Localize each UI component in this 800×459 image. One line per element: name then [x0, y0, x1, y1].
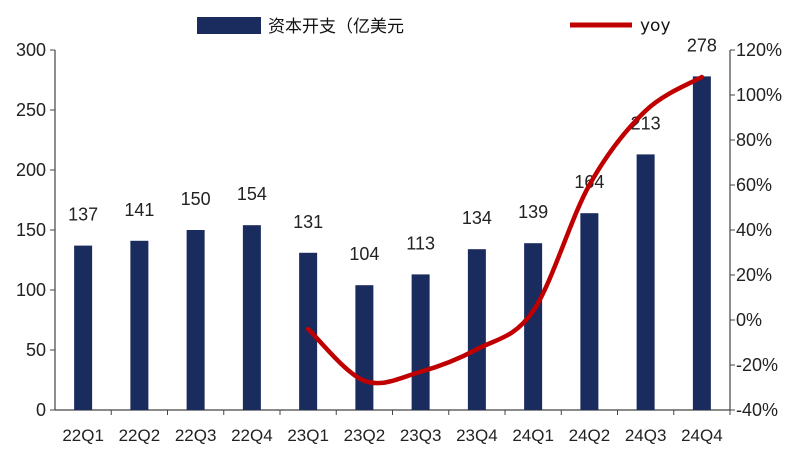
data-label: 141 [124, 200, 154, 220]
category-label: 24Q4 [681, 426, 723, 445]
data-label: 154 [237, 184, 267, 204]
right-tick-label: -20% [736, 355, 778, 375]
category-label: 23Q3 [400, 426, 442, 445]
data-label: 139 [518, 202, 548, 222]
data-label: 104 [349, 244, 379, 264]
yoy-line [305, 74, 705, 386]
right-tick-label: -40% [736, 400, 778, 420]
right-tick-label: 20% [736, 265, 772, 285]
bar-24Q1 [524, 243, 543, 410]
bar-22Q1 [74, 245, 93, 410]
bar-24Q2 [580, 213, 599, 410]
category-label: 24Q2 [569, 426, 611, 445]
bar-23Q2 [355, 285, 374, 410]
category-label: 22Q1 [62, 426, 104, 445]
bar-24Q3 [636, 154, 655, 410]
category-label: 23Q1 [287, 426, 329, 445]
left-tick-label: 200 [16, 160, 46, 180]
bar-22Q2 [130, 240, 149, 410]
left-tick-label: 250 [16, 100, 46, 120]
legend-label-yoy: yoy [640, 16, 671, 36]
data-label: 150 [181, 189, 211, 209]
data-label: 131 [293, 212, 323, 232]
right-tick-label: 60% [736, 175, 772, 195]
category-label: 23Q2 [344, 426, 386, 445]
left-tick-label: 0 [36, 400, 46, 420]
left-tick-label: 300 [16, 40, 46, 60]
category-label: 23Q4 [456, 426, 498, 445]
data-label: 113 [406, 233, 435, 253]
category-label: 22Q4 [231, 426, 273, 445]
bars [74, 76, 711, 411]
yoy-series-line [305, 74, 705, 386]
category-label: 24Q1 [512, 426, 554, 445]
bar-22Q3 [186, 230, 205, 410]
left-tick-label: 150 [16, 220, 46, 240]
axes: 0 50 100 150 200 250 300 -40% -20% 0% 20% 40% 60% 80%… [16, 40, 782, 445]
bar-24Q4 [692, 76, 711, 411]
right-tick-label: 80% [736, 130, 772, 150]
right-tick-label: 100% [736, 85, 782, 105]
data-label: 278 [687, 35, 717, 55]
left-tick-label: 100 [16, 280, 46, 300]
bar-22Q4 [242, 225, 261, 410]
bar-23Q3 [411, 274, 430, 410]
category-label: 22Q3 [175, 426, 217, 445]
left-tick-label: 50 [26, 340, 46, 360]
bar-23Q4 [467, 249, 486, 410]
right-tick-label: 40% [736, 220, 772, 240]
right-tick-label: 120% [736, 40, 782, 60]
category-label: 24Q3 [625, 426, 667, 445]
right-tick-label: 0% [736, 310, 762, 330]
legend: 资本开支（亿美元 yoy [197, 16, 671, 37]
legend-swatch-capex [197, 17, 261, 34]
legend-label-capex: 资本开支（亿美元 [268, 17, 404, 37]
category-label: 22Q2 [119, 426, 161, 445]
data-label: 137 [68, 205, 98, 225]
data-label: 134 [462, 208, 492, 228]
